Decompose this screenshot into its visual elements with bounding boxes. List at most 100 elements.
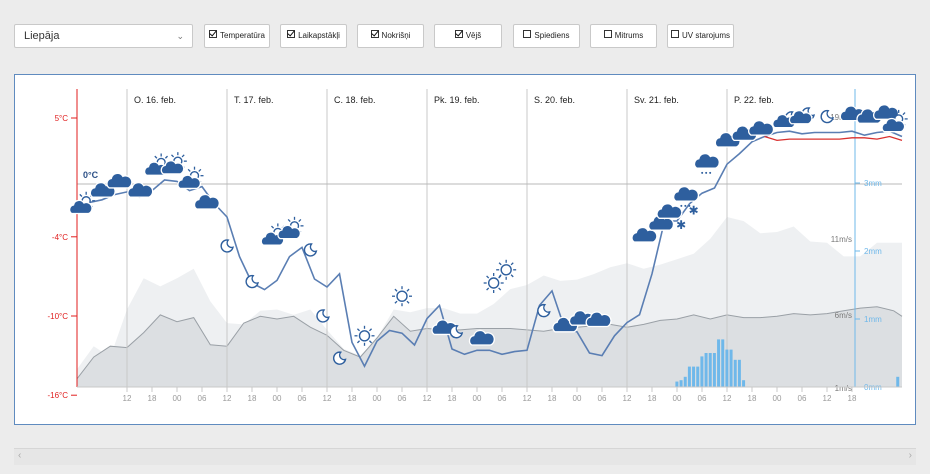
checkbox-icon [287, 30, 296, 38]
moon-crescent [449, 325, 464, 339]
cloud-shape [631, 226, 658, 243]
sun-ray [486, 275, 490, 279]
toggle-uv[interactable]: UV starojums [667, 24, 734, 48]
cloud-shape [788, 109, 813, 125]
moon-icon [220, 239, 234, 253]
cloudy-icon [656, 203, 683, 219]
precipitation-bar [742, 380, 746, 387]
cloudy-icon [106, 172, 133, 189]
precipitation-bar [704, 353, 708, 387]
partly-cloudy-day-icon [277, 216, 304, 240]
hour-tick-label: 06 [198, 394, 207, 403]
hour-tick-label: 12 [123, 394, 132, 403]
toggle-wind[interactable]: Vējš [434, 24, 502, 48]
hour-tick-label: 12 [423, 394, 432, 403]
toggle-label: Temperatūra [220, 31, 265, 40]
temperature-tick-label: 5°C [55, 114, 69, 123]
snow-icon [693, 152, 720, 174]
toggle-temperature[interactable]: Temperatūra [204, 24, 270, 48]
zero-degree-label: 0°C [83, 170, 99, 180]
snow-dot [709, 171, 712, 174]
day-label: O. 16. feb. [134, 95, 176, 105]
precipitation-bar [717, 339, 721, 387]
toggle-weather-conditions[interactable]: Laikapstākļi [280, 24, 347, 48]
hour-tick-label: 12 [523, 394, 532, 403]
precipitation-bar [687, 366, 691, 387]
hour-tick-label: 00 [473, 394, 482, 403]
temperature-tick-label: -16°C [47, 391, 68, 400]
hour-tick-label: 06 [798, 394, 807, 403]
scroll-left-icon[interactable]: ‹ [18, 450, 22, 461]
cloud-shape [160, 160, 185, 175]
sun-ray [171, 154, 175, 158]
location-select[interactable]: Liepāja ⌄ [14, 24, 193, 48]
toggle-pressure[interactable]: Spiediens [513, 24, 580, 48]
chevron-down-icon: ⌄ [176, 31, 184, 41]
sun-ray [368, 340, 373, 344]
precipitation-bar [696, 366, 700, 387]
sun-icon [392, 286, 413, 307]
cloudy-icon [748, 119, 775, 136]
wind-tick-label: 11m/s [831, 235, 852, 244]
temperature-max-line [764, 135, 903, 142]
sun-ray [356, 340, 361, 344]
sun-ray [181, 154, 185, 158]
sun-ray [287, 219, 291, 223]
moon-icon [316, 309, 330, 323]
cloudy-icon [631, 226, 658, 243]
hour-tick-label: 18 [448, 394, 457, 403]
precipitation-bar [675, 381, 679, 387]
checkbox-icon [454, 30, 463, 38]
toggle-precipitation[interactable]: Nokrišņi [357, 24, 424, 48]
sun-ray [79, 193, 83, 197]
snowflake-icon: ✱ [689, 203, 699, 217]
day-label: P. 22. feb. [734, 95, 774, 105]
checkbox-icon [370, 30, 379, 38]
precipitation-bar [737, 359, 741, 387]
sun-icon [483, 273, 504, 293]
moon-crescent [316, 309, 330, 323]
toggle-humidity[interactable]: Mitrums [590, 24, 657, 48]
sun-disc [358, 330, 371, 342]
horizontal-scrollbar[interactable]: ‹ › [14, 448, 916, 465]
hour-tick-label: 18 [148, 394, 157, 403]
hour-tick-label: 12 [323, 394, 332, 403]
hour-tick-label: 12 [223, 394, 232, 403]
hour-tick-label: 06 [298, 394, 307, 403]
hour-tick-label: 00 [773, 394, 782, 403]
cloudy-icon [873, 104, 900, 120]
moon-crescent [820, 109, 834, 124]
moon-icon [245, 274, 259, 289]
hour-tick-label: 06 [698, 394, 707, 403]
scroll-right-icon[interactable]: › [908, 450, 912, 461]
hour-tick-label: 00 [273, 394, 282, 403]
snow-dot [684, 204, 687, 207]
toggle-label: Laikapstākļi [298, 31, 340, 40]
cloudy-icon [193, 193, 220, 210]
sun-ray [154, 155, 158, 159]
day-label: S. 20. feb. [534, 95, 575, 105]
wind-average-area [77, 306, 903, 387]
sun-ray [394, 300, 398, 304]
sun-ray [510, 262, 514, 266]
partly-cloudy-day-icon [68, 191, 96, 215]
sun-ray [486, 287, 490, 291]
moon-icon [537, 303, 551, 318]
cloud-shape [277, 224, 302, 240]
precipitation-bar [729, 349, 733, 387]
toggle-label: Spiediens [534, 31, 570, 40]
cloudy-icon [585, 311, 612, 328]
cloud-shape [881, 117, 906, 133]
hour-tick-label: 18 [248, 394, 257, 403]
hour-tick-label: 18 [848, 394, 857, 403]
partly-cloudy-night-icon [788, 107, 815, 125]
precipitation-bar [679, 380, 683, 387]
sun-ray [891, 112, 895, 116]
toggle-label: Vējš [465, 31, 482, 40]
precipitation-tick-label: 1mm [864, 315, 882, 324]
wind-average-line [76, 306, 903, 380]
cloud-shape [585, 311, 612, 328]
toggle-label: UV starojums [681, 31, 730, 40]
hour-tick-label: 18 [648, 394, 657, 403]
moon-crescent [245, 274, 259, 289]
